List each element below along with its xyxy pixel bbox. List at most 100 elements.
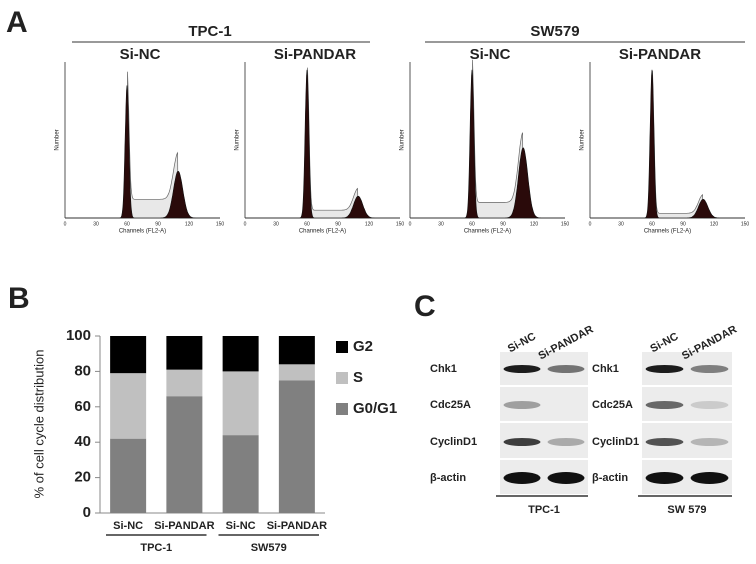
panel-label: B — [8, 282, 30, 315]
bar-segment — [110, 336, 147, 374]
panel-label: A — [6, 6, 28, 39]
band — [690, 365, 729, 373]
x-tick-label: 120 — [710, 221, 719, 227]
panel-label: C — [414, 290, 436, 323]
band — [503, 438, 541, 446]
x-tick-label: 0 — [244, 221, 247, 227]
x-tick-label: Si-PANDAR — [154, 520, 214, 532]
y-tick-label: 40 — [74, 433, 91, 450]
lane-label: Si-NC — [506, 331, 538, 356]
plot-title: Si-NC — [470, 46, 511, 63]
x-tick-label: Si-NC — [113, 520, 143, 532]
x-tick-label: 30 — [273, 221, 279, 227]
x-tick-label: 0 — [589, 221, 592, 227]
y-axis-label: Number — [55, 129, 61, 150]
bar-segment — [222, 336, 259, 372]
band — [503, 401, 541, 409]
x-tick-label: 0 — [64, 221, 67, 227]
x-axis-label: Channels (FL2-A) — [644, 229, 691, 235]
histogram — [410, 69, 565, 219]
y-axis-label: Number — [235, 129, 241, 150]
plot-title: Si-PANDAR — [619, 46, 701, 63]
cell-line-label: SW 579 — [667, 504, 706, 516]
x-tick-label: 30 — [438, 221, 444, 227]
row-label: Cdc25A — [430, 399, 471, 411]
y-axis-label: % of cell cycle distribution — [31, 350, 46, 499]
histogram — [590, 69, 745, 219]
x-tick-label: 30 — [618, 221, 624, 227]
x-tick-label: 60 — [469, 221, 475, 227]
legend-label: G2 — [353, 338, 373, 355]
s-phase-area — [126, 71, 179, 219]
band — [645, 472, 684, 484]
row-label: β-actin — [430, 472, 466, 484]
row-label: CyclinD1 — [592, 436, 639, 448]
band — [547, 438, 585, 446]
x-tick-label: 90 — [335, 221, 341, 227]
row-label: Chk1 — [430, 363, 457, 375]
x-tick-label: 150 — [216, 221, 225, 227]
bar-segment — [110, 438, 147, 513]
y-axis-label: Number — [400, 129, 406, 150]
band — [645, 438, 684, 446]
x-tick-label: 60 — [304, 221, 310, 227]
plot-title: Si-NC — [120, 46, 161, 63]
legend-swatch — [336, 341, 348, 353]
y-tick-label: 80 — [74, 362, 91, 379]
row-label: Cdc25A — [592, 399, 633, 411]
band — [547, 472, 585, 484]
y-tick-label: 60 — [74, 398, 91, 415]
band — [690, 438, 729, 446]
bar-segment — [166, 336, 203, 370]
legend-label: S — [353, 369, 363, 386]
x-axis-label: Channels (FL2-A) — [119, 229, 166, 235]
x-tick-label: 150 — [396, 221, 405, 227]
y-tick-label: 0 — [83, 504, 91, 521]
s-phase-area — [306, 67, 359, 219]
legend-swatch — [336, 403, 348, 415]
bar-segment — [166, 369, 203, 397]
bar-segment — [278, 364, 315, 381]
band — [690, 472, 729, 484]
histogram — [65, 85, 220, 219]
x-tick-label: 60 — [649, 221, 655, 227]
x-tick-label: 90 — [155, 221, 161, 227]
x-axis-label: Channels (FL2-A) — [464, 229, 511, 235]
band — [690, 401, 729, 409]
band — [547, 365, 585, 373]
x-tick-label: 0 — [409, 221, 412, 227]
x-tick-label: 120 — [365, 221, 374, 227]
x-tick-label: 150 — [561, 221, 570, 227]
histogram — [245, 69, 400, 219]
lane-label: Si-NC — [648, 331, 680, 356]
x-tick-label: Si-NC — [226, 520, 256, 532]
group-label: SW579 — [530, 23, 579, 40]
y-axis-label: Number — [580, 129, 586, 150]
row-label: β-actin — [592, 472, 628, 484]
y-tick-label: 20 — [74, 469, 91, 486]
x-axis-label: Channels (FL2-A) — [299, 229, 346, 235]
s-phase-area — [471, 59, 524, 219]
x-tick-label: 120 — [185, 221, 194, 227]
x-tick-label: Si-PANDAR — [267, 520, 327, 532]
band — [503, 472, 541, 484]
x-tick-label: 30 — [93, 221, 99, 227]
x-tick-label: 90 — [500, 221, 506, 227]
bar-segment — [278, 380, 315, 513]
bar-segment — [110, 373, 147, 439]
row-label: Chk1 — [592, 363, 619, 375]
band — [645, 365, 684, 373]
group-label: SW579 — [251, 542, 287, 554]
y-tick-label: 100 — [66, 327, 91, 344]
bar-segment — [166, 396, 203, 513]
legend-swatch — [336, 372, 348, 384]
band — [503, 365, 541, 373]
x-tick-label: 150 — [741, 221, 750, 227]
legend-label: G0/G1 — [353, 400, 397, 417]
bar-segment — [222, 435, 259, 513]
bar-segment — [278, 336, 315, 365]
bar-segment — [222, 371, 259, 436]
x-tick-label: 120 — [530, 221, 539, 227]
band — [645, 401, 684, 409]
